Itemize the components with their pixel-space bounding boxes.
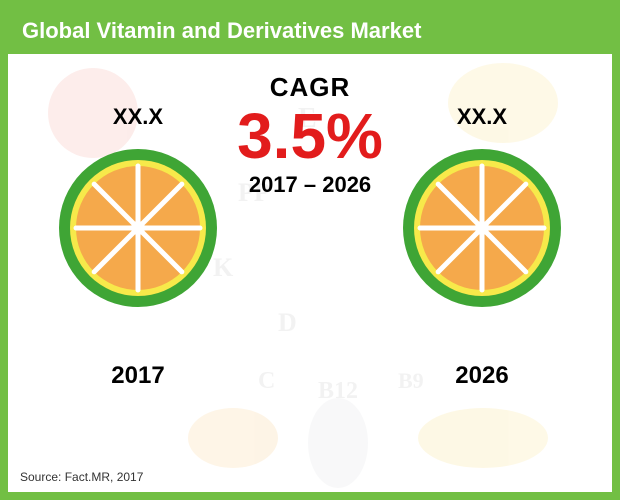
left-value-placeholder: XX.X xyxy=(38,104,238,130)
right-value-placeholder: XX.X xyxy=(382,104,582,130)
right-year: 2026 xyxy=(382,362,582,390)
title-text: Global Vitamin and Derivatives Market xyxy=(22,18,421,44)
cagr-label: CAGR xyxy=(237,72,383,103)
left-block: XX.X 2017 xyxy=(38,104,238,390)
citrus-right-wrap xyxy=(382,148,582,308)
source-text: Source: Fact.MR, 2017 xyxy=(20,470,143,484)
citrus-left-wrap xyxy=(38,148,238,308)
cagr-value: 3.5% xyxy=(237,103,383,170)
infographic-canvas: EPPB2KDCB12B9 Global Vitamin and Derivat… xyxy=(0,0,620,500)
cagr-period: 2017 – 2026 xyxy=(237,172,383,198)
citrus-slice-icon xyxy=(402,148,562,308)
cagr-block: CAGR 3.5% 2017 – 2026 xyxy=(237,72,383,198)
citrus-slice-icon xyxy=(58,148,218,308)
right-block: XX.X 2026 xyxy=(382,104,582,390)
content-area: CAGR 3.5% 2017 – 2026 XX.X 2017 XX.X 202… xyxy=(8,54,612,492)
left-year: 2017 xyxy=(38,362,238,390)
title-bar: Global Vitamin and Derivatives Market xyxy=(8,8,612,54)
